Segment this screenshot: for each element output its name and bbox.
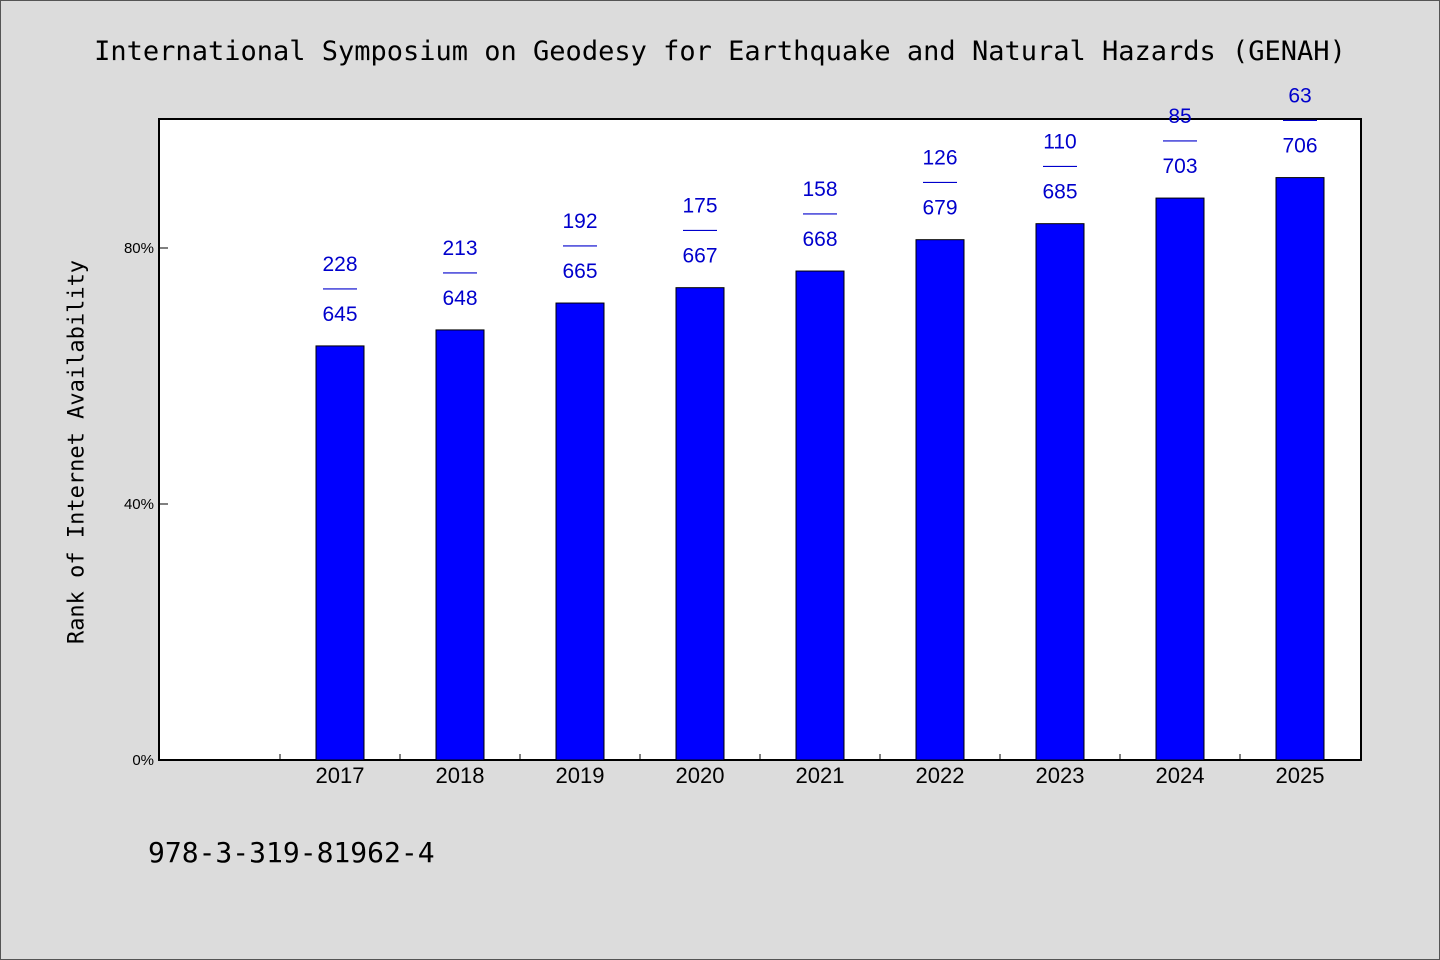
bar-label-top: 85	[1168, 105, 1191, 128]
x-tick-label: 2022	[916, 763, 965, 788]
x-tick-label: 2019	[556, 763, 605, 788]
bar-label-separator: ——	[803, 203, 837, 222]
x-tick-label: 2020	[676, 763, 725, 788]
bar-label-bottom: 685	[1042, 181, 1077, 204]
bar-label-top: 175	[682, 195, 717, 218]
bar-label-bottom: 645	[322, 303, 357, 326]
y-tick-label: 0%	[132, 752, 154, 769]
bar-2024	[1155, 197, 1205, 761]
bar-label-top: 213	[442, 237, 477, 260]
bar-2022	[915, 239, 965, 761]
x-tick-label: 2024	[1156, 763, 1205, 788]
bar-label-bottom: 679	[922, 197, 957, 220]
x-tick-label: 2017	[316, 763, 365, 788]
bar-label-separator: ——	[683, 220, 717, 239]
chart-title: International Symposium on Geodesy for E…	[94, 36, 1346, 67]
bar-label-bottom: 667	[682, 245, 717, 268]
bar-2023	[1035, 223, 1085, 761]
bar-2025	[1275, 177, 1325, 761]
bar-2017	[315, 345, 365, 761]
bar-2018	[435, 329, 485, 761]
bar-label-top: 126	[922, 147, 957, 170]
x-tick-label: 2025	[1276, 763, 1325, 788]
bar-label-top: 158	[802, 178, 837, 201]
bar-2021	[795, 270, 845, 761]
y-tick-label: 40%	[124, 496, 154, 513]
bar-label-top: 228	[322, 253, 357, 276]
bar-label-bottom: 665	[562, 260, 597, 283]
y-tick-label: 80%	[124, 240, 154, 257]
x-tick-label: 2021	[796, 763, 845, 788]
bar-label-separator: ——	[563, 235, 597, 254]
bar-label-bottom: 648	[442, 287, 477, 310]
bar-label-bottom: 703	[1162, 155, 1197, 178]
y-axis: 0% 40% 80%	[124, 240, 168, 769]
bar-label-bottom: 668	[802, 228, 837, 251]
bar-label-separator: ——	[1043, 156, 1077, 175]
bar-label-separator: ——	[323, 278, 357, 297]
bar-label-separator: ——	[923, 172, 957, 191]
bar-label-top: 192	[562, 210, 597, 233]
x-axis: 2017 2018 2019 2020 2021 2022 2023 2024 2025	[279, 754, 1325, 788]
x-tick-label: 2023	[1036, 763, 1085, 788]
bar-label-top: 110	[1043, 131, 1076, 154]
isbn-footer: 978-3-319-81962-4	[148, 836, 435, 869]
bar-2019	[555, 302, 605, 761]
bar-label-separator: ——	[443, 262, 477, 281]
bar-label-bottom: 706	[1282, 135, 1317, 158]
bar-series	[315, 177, 1325, 761]
bar-label-separator: ——	[1283, 110, 1317, 129]
bar-label-separator: ——	[1163, 130, 1197, 149]
bar-labels: 228 —— 645 213 —— 648 192 —— 665 175 —— 667 158 —— 668…	[322, 85, 1317, 326]
bar-label-top: 63	[1288, 85, 1311, 108]
x-tick-label: 2018	[436, 763, 485, 788]
bar-2020	[675, 287, 725, 761]
